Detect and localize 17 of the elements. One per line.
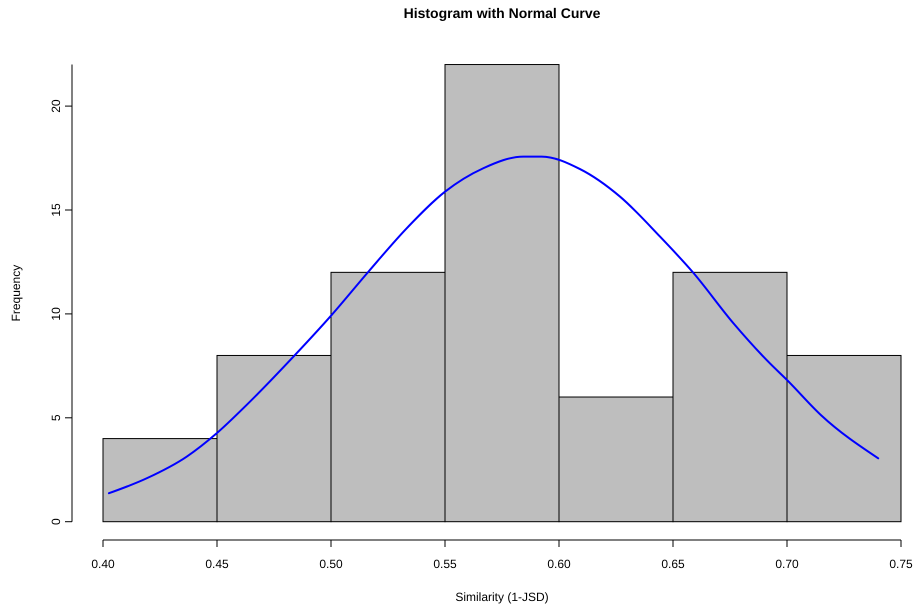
x-tick-label: 0.65 bbox=[661, 557, 685, 571]
y-tick-label: 5 bbox=[49, 414, 63, 422]
chart-title: Histogram with Normal Curve bbox=[404, 5, 601, 21]
y-tick-label: 0 bbox=[49, 518, 63, 526]
x-tick-label: 0.75 bbox=[889, 557, 913, 571]
y-tick-label: 20 bbox=[49, 99, 63, 113]
x-tick-label: 0.60 bbox=[547, 557, 571, 571]
y-axis-title: Frequency bbox=[9, 264, 23, 322]
y-tick-label: 10 bbox=[49, 306, 63, 321]
x-axis-title: Similarity (1-JSD) bbox=[455, 590, 549, 604]
x-tick-label: 0.45 bbox=[205, 557, 229, 571]
y-tick-label: 15 bbox=[49, 203, 63, 217]
x-tick-label: 0.40 bbox=[91, 557, 115, 571]
x-tick-label: 0.70 bbox=[775, 557, 799, 571]
x-tick-label: 0.50 bbox=[319, 557, 343, 571]
line-series bbox=[108, 156, 880, 494]
x-tick-label: 0.55 bbox=[433, 557, 457, 571]
